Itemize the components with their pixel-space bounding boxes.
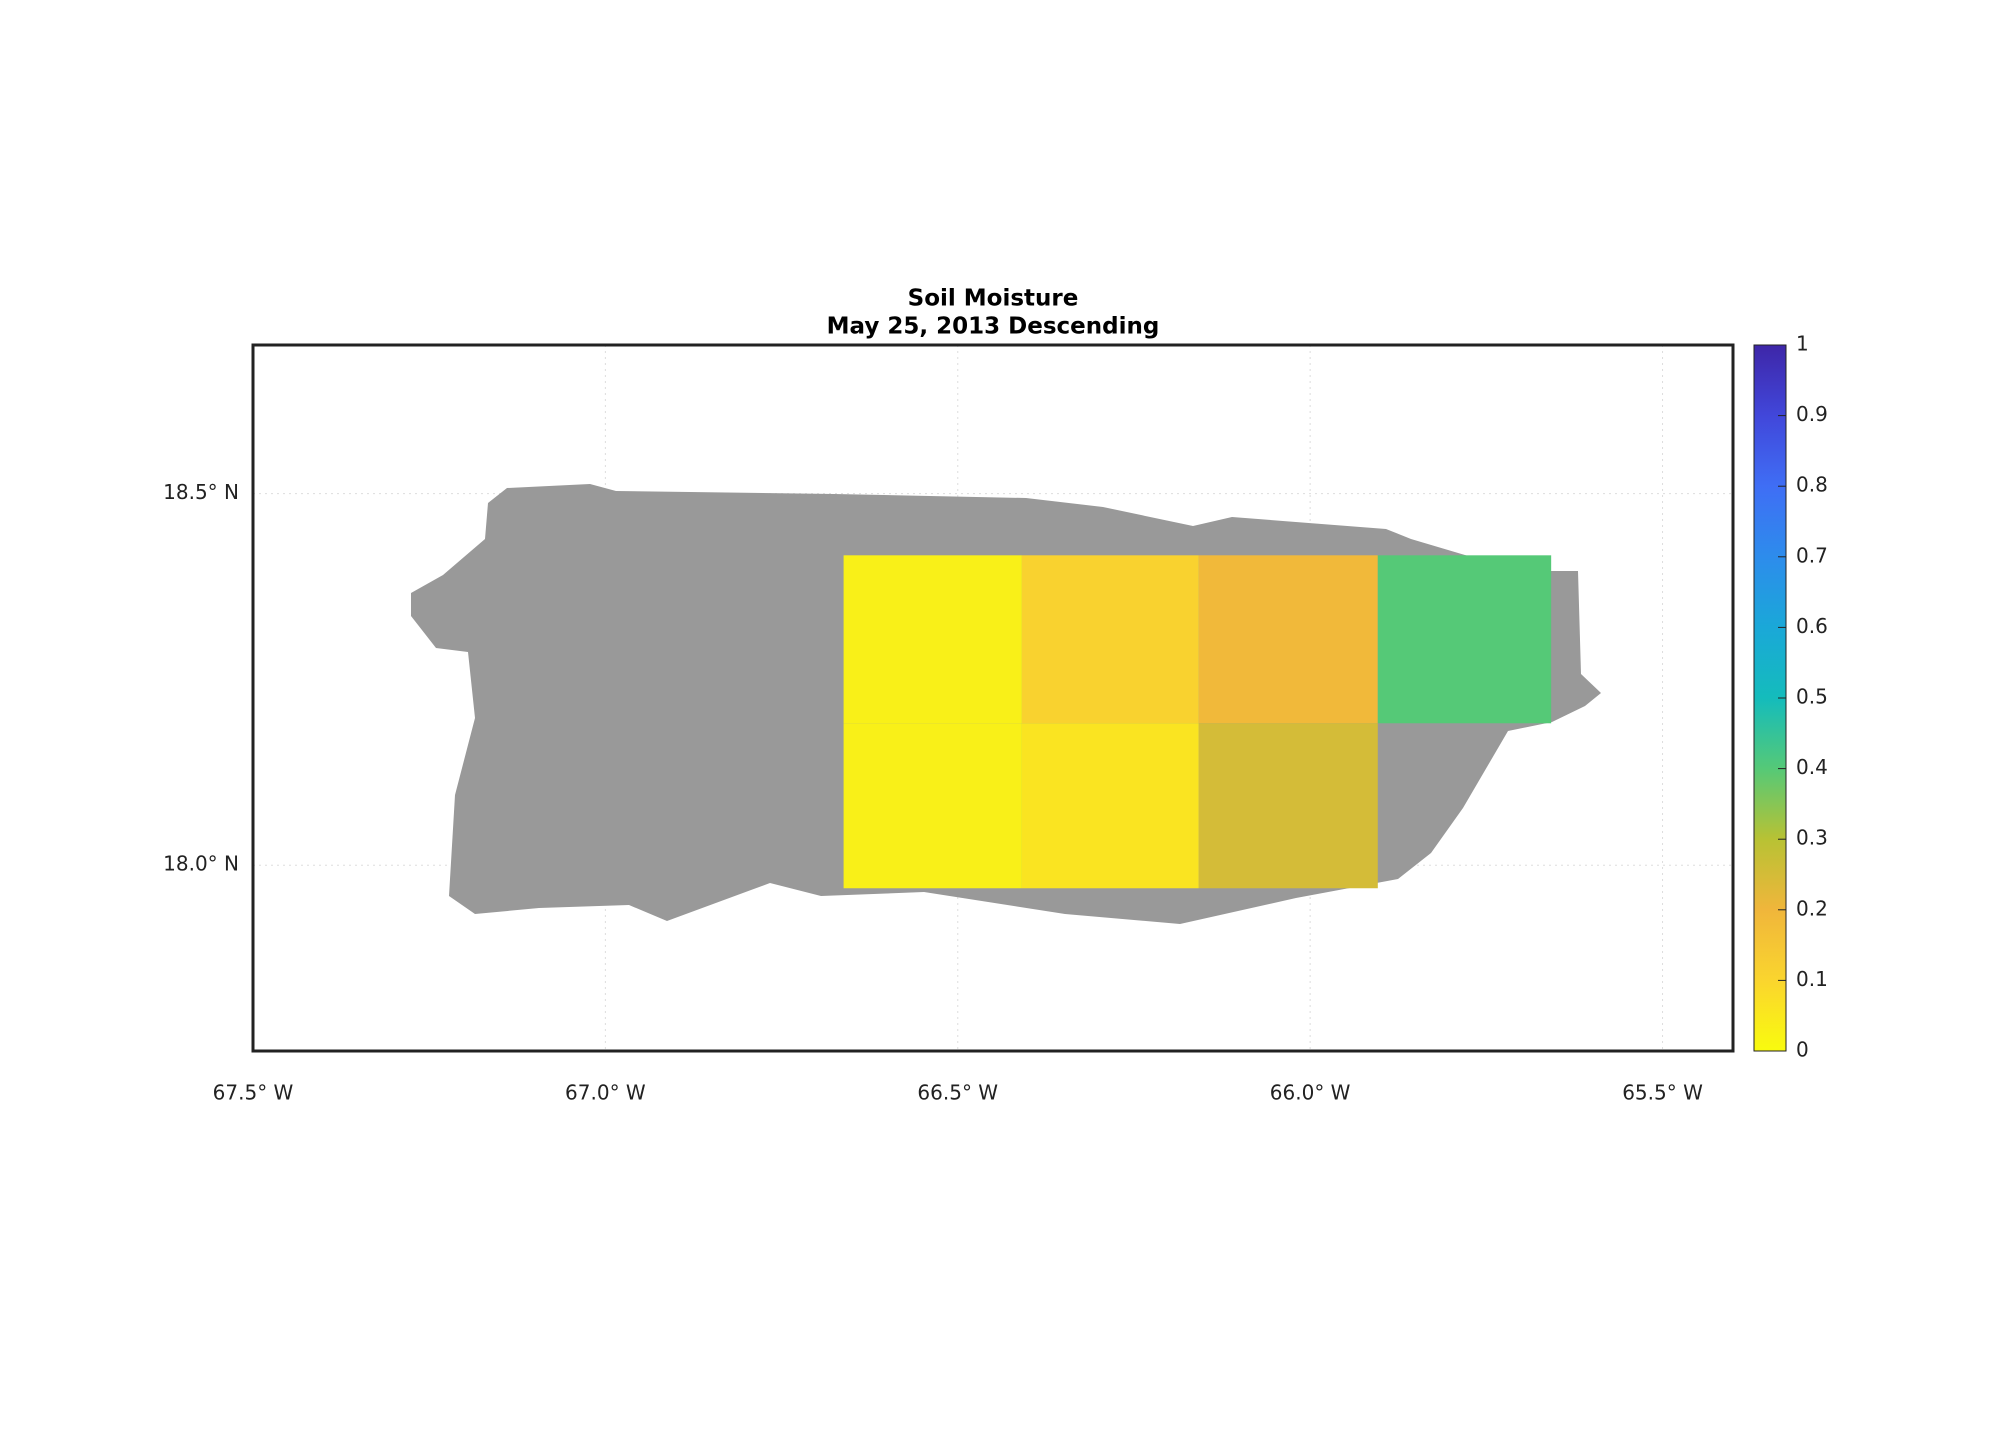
colorbar-tick-label: 0.6: [1796, 614, 1828, 638]
moisture-cell: [1021, 723, 1199, 889]
colorbar-tick-label: 1: [1796, 332, 1809, 356]
colorbar-tick-label: 0.5: [1796, 685, 1828, 709]
colorbar-tick-label: 0.2: [1796, 896, 1828, 920]
chart-title: Soil Moisture: [908, 286, 1079, 312]
x-tick-label: 66.0° W: [1270, 1081, 1351, 1105]
map-frame: [251, 343, 1735, 1053]
x-tick-label: 67.0° W: [565, 1081, 646, 1105]
colorbar-tick-label: 0: [1796, 1038, 1809, 1062]
moisture-cell: [1377, 555, 1552, 724]
chart-subtitle: May 25, 2013 Descending: [827, 314, 1160, 340]
colorbar-tick-label: 0.1: [1796, 967, 1828, 991]
moisture-cell: [1198, 555, 1378, 724]
y-tick-label: 18.5° N: [163, 480, 239, 504]
colorbar-tick-label: 0.8: [1796, 473, 1828, 497]
colorbar-tick-label: 0.3: [1796, 826, 1828, 850]
y-tick-label: 18.0° N: [163, 852, 239, 876]
moisture-cell: [1021, 555, 1199, 724]
x-tick-label: 67.5° W: [213, 1081, 294, 1105]
colorbar-tick-label: 0.9: [1796, 402, 1828, 426]
moisture-cell: [843, 555, 1022, 724]
colorbar-tick-label: 0.4: [1796, 755, 1828, 779]
colorbar-tick-label: 0.7: [1796, 543, 1828, 567]
moisture-cell: [843, 723, 1022, 889]
x-tick-label: 66.5° W: [917, 1081, 998, 1105]
x-tick-label: 65.5° W: [1622, 1081, 1703, 1105]
moisture-cell: [1198, 723, 1378, 889]
